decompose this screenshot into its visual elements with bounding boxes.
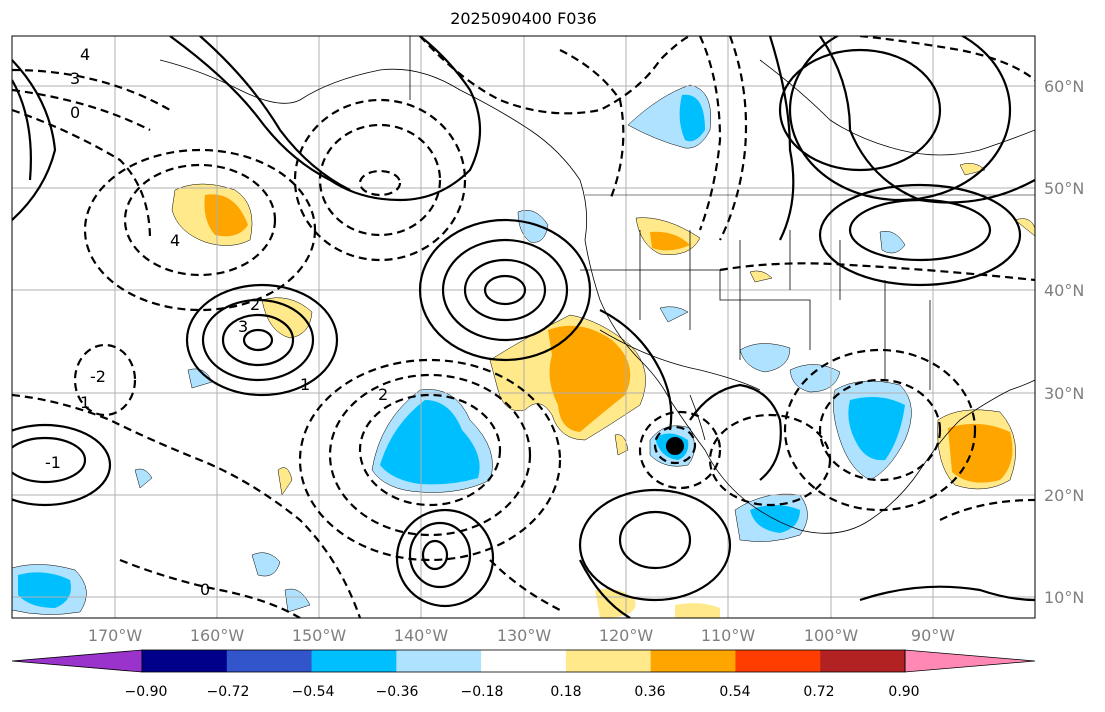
- colorbar-segment: [226, 650, 313, 672]
- lon-label: 130°W: [496, 626, 552, 645]
- contour-label: 0: [200, 580, 210, 599]
- colorbar-segment: [396, 650, 482, 672]
- contour-label: 0: [70, 103, 80, 122]
- shade-positive-light: [1014, 218, 1035, 237]
- contour-label: 3: [238, 317, 248, 336]
- lat-label: 40°N: [1044, 281, 1085, 300]
- shade-positive-light: [261, 297, 313, 339]
- colorbar-tick-label: 0.54: [719, 684, 751, 700]
- colorbar-tick-label: −0.54: [291, 684, 335, 700]
- contours-negative: [12, 36, 1035, 618]
- shade-positive-light: [675, 603, 720, 618]
- lat-label: 60°N: [1044, 77, 1085, 96]
- lon-label: 100°W: [803, 626, 859, 645]
- shade-negative-light: [879, 231, 906, 254]
- colorbar: [11, 649, 1036, 673]
- colorbar-tick-label: −0.72: [206, 684, 250, 700]
- colorbar-segment: [481, 650, 567, 672]
- contour-label: 4: [80, 45, 90, 64]
- shade-negative-light: [739, 343, 791, 373]
- contour-label: 2: [378, 385, 388, 404]
- shade-negative-light: [251, 552, 281, 577]
- shade-positive-light: [749, 270, 773, 283]
- shade-positive: [650, 231, 690, 251]
- shade-negative-light: [789, 364, 841, 393]
- lat-label: 50°N: [1044, 179, 1085, 198]
- shade-negative: [18, 572, 71, 608]
- lat-label: 20°N: [1044, 486, 1085, 505]
- shade-negative: [848, 396, 905, 461]
- colorbar-segment: [650, 650, 736, 672]
- colorbar-segment: [735, 650, 821, 672]
- shade-positive: [948, 423, 1013, 483]
- lon-label: 90°W: [910, 626, 956, 645]
- colorbar-extend-high: [904, 649, 1036, 673]
- contour-labels: 4 3 0 -1 1 2 -2 4 3 2 1 0: [45, 45, 388, 599]
- lon-label: 170°W: [87, 626, 143, 645]
- colorbar-tick-label: 0.72: [803, 684, 835, 700]
- colorbar-extend-low: [11, 649, 143, 673]
- contour-label: -1: [45, 453, 61, 472]
- shade-positive-light: [959, 163, 986, 176]
- colorbar-segment: [820, 650, 906, 672]
- shade-negative-light: [134, 468, 153, 489]
- colorbar-tick-label: 0.90: [888, 684, 920, 700]
- colorbar-segment: [565, 650, 652, 672]
- contour-label: 3: [70, 69, 80, 88]
- lon-label: 160°W: [189, 626, 245, 645]
- colorbar-frame: [141, 649, 906, 673]
- shade-positive-light: [614, 434, 629, 456]
- contour-label: 1: [300, 375, 310, 394]
- graticule: [12, 36, 1035, 618]
- shade-negative-light: [284, 588, 311, 613]
- shade-negative-light: [659, 306, 689, 323]
- colorbar-tick-label: 0.18: [550, 684, 582, 700]
- lon-label: 140°W: [393, 626, 449, 645]
- lon-label: 120°W: [598, 626, 654, 645]
- map-title: 2025090400 F036: [450, 9, 597, 28]
- contour-label: -2: [90, 367, 106, 386]
- contour-label: 1: [80, 393, 90, 412]
- shade-positive-light: [277, 467, 293, 496]
- lon-label: 110°W: [700, 626, 756, 645]
- colorbar-segments: [11, 649, 1036, 673]
- storm-center-marker: [666, 437, 684, 455]
- colorbar-tick-label: −0.90: [124, 684, 168, 700]
- colorbar-segment: [142, 650, 228, 672]
- colorbar-tick-label: −0.18: [460, 684, 504, 700]
- contour-label: 2: [250, 295, 260, 314]
- shade-negative: [380, 400, 480, 485]
- coastlines: [159, 36, 1035, 618]
- weather-map: 4 3 0 -1 1 2 -2 4 3 2 1 0: [11, 35, 1036, 619]
- colorbar-segment: [311, 650, 397, 672]
- colorbar-tick-label: −0.36: [375, 684, 419, 700]
- shade-positive: [548, 325, 631, 432]
- map-frame: [11, 35, 1036, 619]
- lon-label: 150°W: [291, 626, 347, 645]
- lat-label: 30°N: [1044, 384, 1085, 403]
- contour-label: 4: [170, 231, 180, 250]
- shade-negative: [679, 94, 705, 142]
- shade-negative-light: [517, 209, 549, 243]
- lat-label: 10°N: [1044, 588, 1085, 607]
- shade-positive: [204, 194, 248, 237]
- colorbar-tick-label: 0.36: [634, 684, 666, 700]
